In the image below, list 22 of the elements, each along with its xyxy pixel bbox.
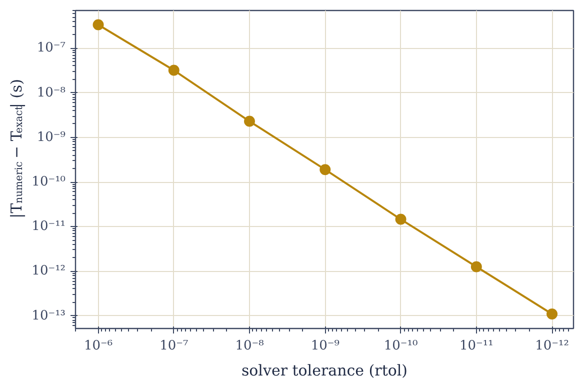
x-tick-label: 10⁻⁶ [84,338,113,354]
x-tick-label: 10⁻⁷ [160,338,188,354]
y-tick-label: 10⁻¹³ [32,308,66,324]
x-tick-label: 10⁻¹¹ [459,338,494,354]
point [168,64,180,76]
x-tick-label: 10⁻⁹ [310,338,340,354]
y-tick-label: 10⁻⁹ [36,130,66,145]
point [395,214,406,225]
x-tick-label: 10⁻¹² [535,338,569,354]
y-tick-label: 10⁻⁷ [36,40,66,56]
x-tick-label: 10⁻⁸ [235,338,264,354]
y-tick-label: 10⁻¹⁰ [32,174,66,190]
point [546,308,558,320]
x-axis-title: solver tolerance (rtol) [241,362,408,380]
point [92,19,104,30]
point [244,116,256,127]
x-tick-label: 10⁻¹⁰ [384,338,418,354]
point [320,164,331,176]
y-tick-label: 10⁻¹² [32,264,66,279]
y-tick-label: 10⁻¹¹ [32,219,66,234]
point [470,261,482,272]
y-tick-label: 10⁻⁸ [36,85,66,100]
